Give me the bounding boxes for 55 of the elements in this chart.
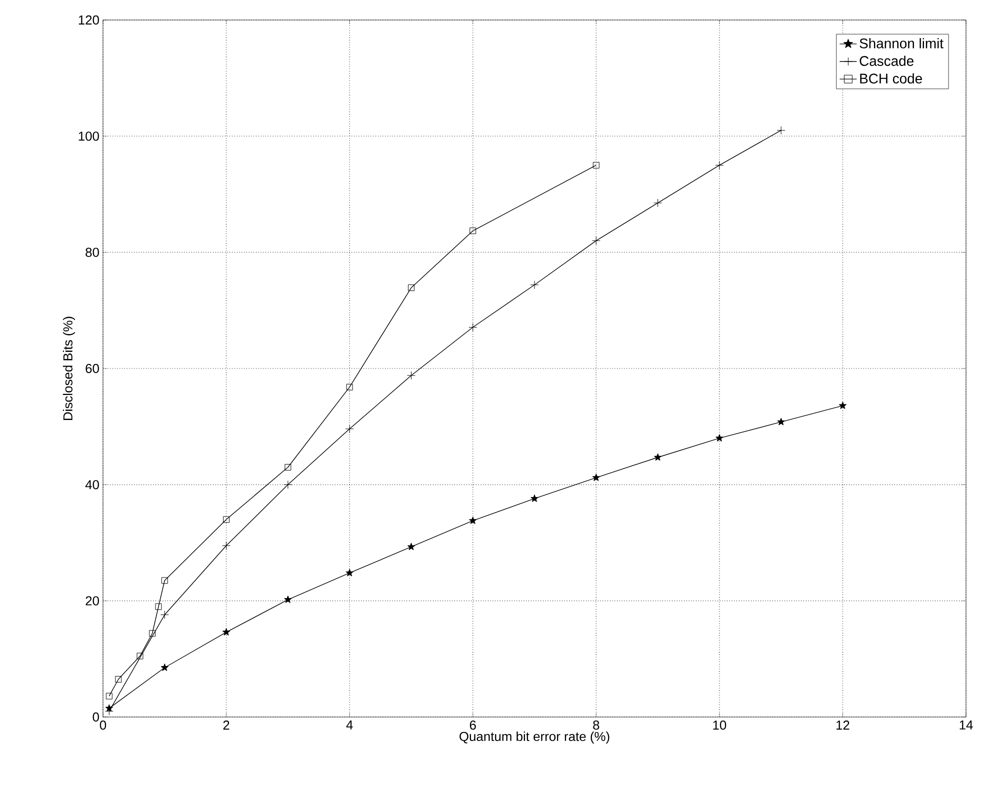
point (530, 280, 539, 290)
point (222, 628, 230, 636)
point (160, 664, 169, 671)
legend-label: Cascade (860, 56, 914, 66)
x-tick-label: 14 (960, 720, 973, 730)
x-tick-label: 6 (470, 720, 476, 730)
x-axis-title: Quantum bit error rate (%) (460, 732, 610, 744)
point (284, 596, 292, 604)
point (777, 418, 785, 426)
point (654, 198, 662, 208)
point (592, 236, 600, 245)
legend-label: Shannon limit (860, 38, 944, 48)
y-axis-title: Disclosed Bits (%) (62, 316, 76, 420)
y-tick-label: 20 (86, 596, 99, 606)
y-tick-label: 80 (86, 248, 99, 257)
point (715, 160, 724, 170)
point (407, 542, 416, 550)
point (346, 568, 354, 576)
point (149, 630, 156, 637)
x-tick-label: 12 (836, 720, 850, 730)
point (136, 652, 144, 660)
point (346, 384, 353, 390)
y-tick-label: 120 (78, 15, 99, 25)
point (406, 371, 416, 380)
point (115, 676, 122, 682)
y-tick-label: 40 (85, 480, 99, 490)
point (106, 692, 112, 700)
point (408, 284, 414, 291)
point (470, 228, 476, 234)
point (284, 480, 292, 489)
point (592, 162, 600, 168)
x-tick-label: 0 (100, 720, 106, 730)
point (654, 453, 662, 461)
legend-label: BCH code (860, 73, 922, 84)
point (838, 402, 847, 410)
point (716, 434, 724, 442)
point (161, 577, 168, 584)
x-tick-label: 8 (593, 720, 600, 730)
point (345, 424, 354, 434)
point (468, 323, 478, 332)
x-tick-label: 2 (223, 720, 230, 730)
point (284, 464, 292, 470)
point (160, 610, 169, 620)
x-tick-label: 10 (713, 720, 726, 730)
y-tick-label: 100 (78, 132, 99, 141)
point (530, 494, 538, 502)
y-tick-label: 60 (86, 364, 99, 374)
y-tick-label: 0 (92, 712, 99, 722)
point (223, 516, 230, 523)
point (592, 474, 600, 482)
point (155, 603, 162, 610)
point (222, 541, 231, 550)
point (468, 516, 477, 524)
x-tick-label: 4 (346, 720, 353, 730)
point (776, 126, 786, 135)
